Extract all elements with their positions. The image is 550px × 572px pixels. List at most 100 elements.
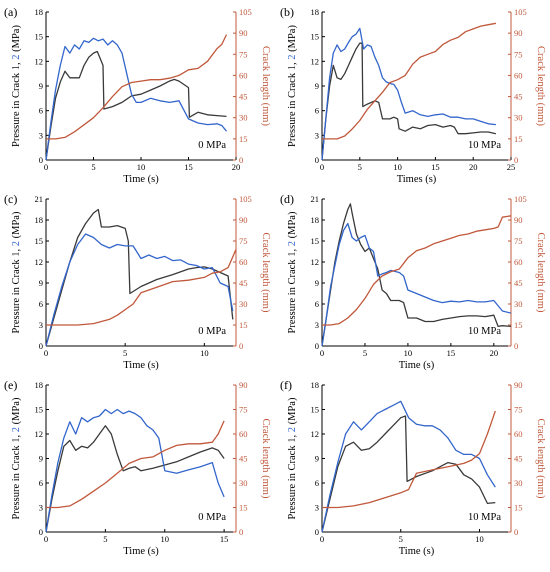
y-tick-label: 12 [311,257,320,267]
panel-label: (a) [4,5,17,19]
y2-tick-label: 90 [514,380,523,390]
y2-tick-label: 60 [239,429,248,439]
y-axis-label-part: 2 [11,241,22,246]
x-tick-label: 0 [320,162,324,172]
y2-tick-label: 60 [239,70,248,80]
x-tick-label: 15 [447,348,456,358]
y-axis-label-part: , [11,60,22,65]
y-tick-label: 3 [315,130,319,140]
y2-tick-label: 75 [239,49,248,59]
crack2-pressure-line [321,400,496,533]
y-axis-label-part: 2 [287,241,298,246]
y-tick-label: 21 [35,194,44,204]
x-axis-label: Time (s) [123,174,159,185]
y2-tick-label: 30 [514,478,523,488]
x-tick-label: 5 [123,348,127,358]
x-tick-label: 5 [103,534,107,544]
y-axis-label-part: , [287,246,298,251]
x-tick-label: 10 [200,348,209,358]
x-tick-label: 25 [507,162,516,172]
y-axis-label-part: Pressure in Crack [287,443,298,520]
y-tick-label: 15 [35,405,44,415]
chart-panel-4: 0 5 10 15 200369121518210153045607590105(d)T… [280,192,546,371]
y-tick-label: 18 [311,380,320,390]
x-tick-label: 0 [320,348,324,358]
confining-pressure-annotation: 0 MPa [198,512,226,523]
y2-tick-label: 60 [514,70,523,80]
x-tick-label: 10 [137,162,146,172]
y2-axis-label: Crack length (mm) [260,46,271,126]
y-axis-label-part: (MPa) [287,25,298,55]
y-axis-label-part: , [287,60,298,65]
y2-tick-label: 90 [239,215,248,225]
crack2-pressure-line [45,408,225,533]
chart-panel-1: 0 5 10 15 2003691215180153045607590105(a)Tim… [4,5,271,185]
y-axis-label-part: Pressure in Crack [11,257,22,334]
y2-tick-label: 45 [514,454,523,464]
y-axis-label-part: Pressure in Crack [11,70,22,147]
y-tick-label: 12 [311,56,320,66]
x-axis-label: Time (s) [123,360,159,371]
y-tick-label: 0 [315,341,319,351]
y-axis-label: Pressure in Crack 1, 2 (MPa) [11,211,22,333]
y-tick-label: 3 [315,503,319,513]
y-axis-label-part: (MPa) [287,397,298,427]
y2-tick-label: 90 [239,28,248,38]
confining-pressure-annotation: 10 MPa [468,326,501,337]
y-tick-label: 0 [315,155,319,165]
y-tick-label: 15 [311,32,320,42]
x-tick-label: 5 [358,162,362,172]
y-tick-label: 0 [39,341,43,351]
y-tick-label: 12 [311,429,320,439]
y-axis-label-part: 2 [287,427,298,432]
y2-tick-label: 75 [239,405,248,415]
x-tick-label: 15 [220,534,229,544]
y2-tick-label: 60 [514,429,523,439]
y-tick-label: 6 [315,106,319,116]
y2-tick-label: 15 [514,503,523,513]
y-tick-label: 6 [315,299,319,309]
x-tick-label: 5 [399,534,403,544]
crack1-pressure-line [45,50,227,161]
y-axis-label-part: Pressure in Crack [287,257,298,334]
y2-tick-label: 105 [239,7,252,17]
y-axis-label-part: Pressure in Crack [11,443,22,520]
y2-tick-label: 0 [239,155,243,165]
y-tick-label: 15 [35,32,44,42]
y2-tick-label: 0 [514,155,518,165]
y-tick-label: 9 [39,81,43,91]
y-axis-label-part: (MPa) [11,397,22,427]
y-tick-label: 12 [35,56,44,66]
y-axis-label-part: 2 [11,55,22,60]
panel-label: (f) [280,378,292,392]
crack-length-line [322,215,512,326]
y2-tick-label: 60 [239,257,248,267]
y-axis-label-part: 1 [287,65,298,70]
chart-panel-3: 0 5 100369121518210153045607590105(c)Time … [4,192,271,371]
y-tick-label: 6 [315,478,319,488]
y2-tick-label: 45 [239,92,248,102]
y-tick-label: 9 [39,278,43,288]
crack1-pressure-line [321,415,496,533]
crack-length-line [322,410,496,509]
y-axis-label-part: 1 [11,65,22,70]
y-axis-label-part: 1 [287,438,298,443]
y-tick-label: 6 [39,478,43,488]
crack2-pressure-line [45,37,228,161]
y2-tick-label: 60 [514,257,523,267]
y2-tick-label: 30 [239,113,248,123]
y-axis-label: Pressure in Crack 1, 2 (MPa) [287,211,298,333]
y2-axis-label: Crack length (mm) [535,419,546,499]
y-tick-label: 18 [35,215,44,225]
y-tick-label: 0 [315,527,319,537]
y2-tick-label: 0 [514,527,518,537]
x-tick-label: 0 [44,534,48,544]
y2-tick-label: 30 [239,299,248,309]
crack-length-line [46,249,237,326]
y-tick-label: 12 [35,429,44,439]
y2-axis-label: Crack length (mm) [535,233,546,313]
x-tick-label: 0 [320,534,324,544]
y2-tick-label: 105 [514,7,527,17]
